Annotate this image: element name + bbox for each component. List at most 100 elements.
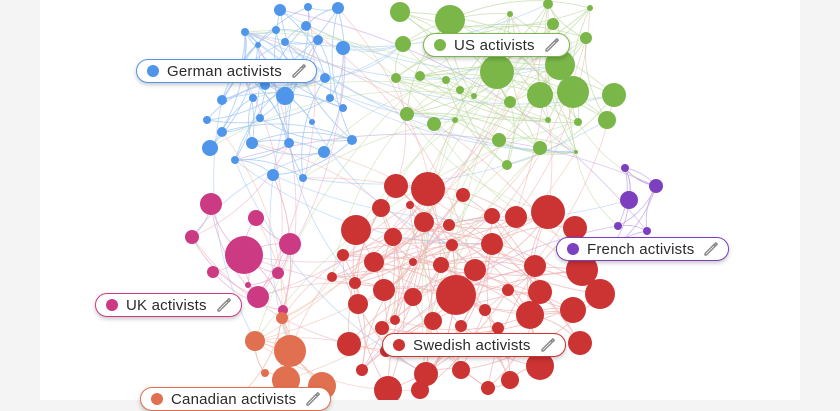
graph-node-uk[interactable] (248, 210, 264, 226)
graph-node-swedish[interactable] (563, 216, 587, 240)
cluster-label-french[interactable]: French activists (556, 237, 730, 261)
graph-node-us[interactable] (492, 133, 506, 147)
graph-node-german[interactable] (231, 156, 239, 164)
cluster-label-german[interactable]: German activists (136, 59, 317, 83)
graph-node-us[interactable] (574, 118, 582, 126)
graph-node-swedish[interactable] (348, 294, 368, 314)
graph-node-swedish[interactable] (501, 371, 519, 389)
graph-node-swedish[interactable] (456, 188, 470, 202)
graph-node-german[interactable] (320, 73, 330, 83)
graph-node-swedish[interactable] (406, 201, 414, 209)
graph-node-us[interactable] (547, 18, 559, 30)
graph-node-us[interactable] (507, 11, 513, 17)
graph-node-swedish[interactable] (375, 321, 389, 335)
graph-node-canadian[interactable] (274, 335, 306, 367)
graph-node-us[interactable] (557, 76, 589, 108)
graph-node-swedish[interactable] (464, 259, 486, 281)
graph-node-us[interactable] (533, 141, 547, 155)
graph-node-us[interactable] (395, 36, 411, 52)
graph-node-swedish[interactable] (452, 361, 470, 379)
pencil-icon[interactable] (290, 62, 308, 80)
graph-node-us[interactable] (427, 117, 441, 131)
pencil-icon[interactable] (215, 296, 233, 314)
graph-node-us[interactable] (543, 0, 553, 9)
graph-node-swedish[interactable] (502, 284, 514, 296)
graph-node-us[interactable] (602, 83, 626, 107)
graph-node-german[interactable] (274, 4, 286, 16)
graph-node-swedish[interactable] (560, 297, 586, 323)
graph-node-swedish[interactable] (337, 249, 349, 261)
graph-node-uk[interactable] (225, 236, 263, 274)
graph-node-german[interactable] (313, 35, 323, 45)
graph-node-swedish[interactable] (531, 195, 565, 229)
graph-node-swedish[interactable] (585, 279, 615, 309)
graph-node-swedish[interactable] (356, 364, 368, 376)
graph-node-us[interactable] (435, 5, 465, 35)
graph-node-swedish[interactable] (446, 239, 458, 251)
graph-node-us[interactable] (390, 2, 410, 22)
graph-node-uk[interactable] (200, 193, 222, 215)
graph-node-swedish[interactable] (384, 174, 408, 198)
graph-node-swedish[interactable] (424, 312, 442, 330)
graph-node-us[interactable] (598, 111, 616, 129)
graph-node-german[interactable] (332, 2, 344, 14)
graph-node-german[interactable] (272, 26, 280, 34)
graph-node-swedish[interactable] (414, 212, 434, 232)
graph-node-german[interactable] (336, 41, 350, 55)
graph-node-swedish[interactable] (568, 331, 592, 355)
graph-node-swedish[interactable] (526, 352, 554, 380)
graph-node-german[interactable] (255, 42, 261, 48)
graph-node-us[interactable] (527, 82, 553, 108)
graph-node-swedish[interactable] (455, 320, 467, 332)
pencil-icon[interactable] (543, 36, 561, 54)
graph-node-german[interactable] (318, 146, 330, 158)
graph-node-us[interactable] (504, 96, 516, 108)
graph-node-swedish[interactable] (374, 376, 402, 400)
graph-node-french[interactable] (649, 179, 663, 193)
graph-node-us[interactable] (587, 5, 593, 11)
graph-node-uk[interactable] (247, 286, 269, 308)
graph-node-german[interactable] (347, 135, 357, 145)
graph-node-uk[interactable] (245, 282, 251, 288)
network-graph[interactable] (0, 0, 840, 400)
graph-node-swedish[interactable] (372, 199, 390, 217)
graph-node-uk[interactable] (207, 266, 219, 278)
graph-node-german[interactable] (217, 95, 227, 105)
graph-node-us[interactable] (580, 32, 592, 44)
graph-node-french[interactable] (643, 227, 651, 235)
graph-node-uk[interactable] (185, 230, 199, 244)
graph-node-swedish[interactable] (528, 280, 552, 304)
graph-node-us[interactable] (545, 117, 551, 123)
graph-node-us[interactable] (400, 107, 414, 121)
graph-node-german[interactable] (339, 104, 347, 112)
graph-node-german[interactable] (267, 169, 279, 181)
graph-node-swedish[interactable] (516, 301, 544, 329)
graph-node-swedish[interactable] (426, 372, 434, 380)
graph-node-german[interactable] (246, 137, 258, 149)
graph-node-german[interactable] (304, 3, 312, 11)
graph-node-french[interactable] (620, 191, 638, 209)
graph-node-us[interactable] (391, 73, 401, 83)
graph-node-french[interactable] (614, 222, 622, 230)
graph-node-swedish[interactable] (404, 288, 422, 306)
graph-node-swedish[interactable] (414, 362, 438, 386)
graph-node-swedish[interactable] (384, 228, 402, 246)
graph-node-swedish[interactable] (409, 258, 417, 266)
pencil-icon[interactable] (304, 390, 322, 408)
graph-node-german[interactable] (281, 38, 289, 46)
graph-node-german[interactable] (203, 116, 211, 124)
cluster-label-us[interactable]: US activists (423, 33, 570, 57)
pencil-icon[interactable] (702, 240, 720, 258)
graph-node-swedish[interactable] (566, 254, 598, 286)
graph-node-swedish[interactable] (341, 215, 371, 245)
graph-node-german[interactable] (249, 94, 257, 102)
graph-node-swedish[interactable] (364, 252, 384, 272)
cluster-label-swedish[interactable]: Swedish activists (382, 333, 566, 357)
graph-node-swedish[interactable] (337, 332, 361, 356)
graph-node-uk[interactable] (279, 233, 301, 255)
graph-node-german[interactable] (309, 119, 315, 125)
graph-node-swedish[interactable] (505, 206, 527, 228)
graph-node-swedish[interactable] (524, 255, 546, 277)
graph-node-swedish[interactable] (479, 304, 491, 316)
graph-node-swedish[interactable] (411, 172, 445, 206)
